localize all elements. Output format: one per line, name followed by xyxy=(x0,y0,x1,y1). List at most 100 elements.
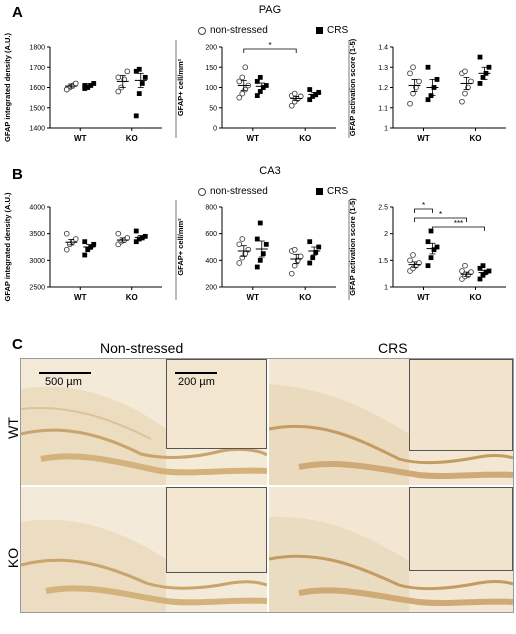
significance-bracket xyxy=(243,48,297,53)
legend-a-filled: CRS xyxy=(316,25,348,36)
y-tick-label: 1 xyxy=(384,285,388,292)
open-circle-marker-icon xyxy=(198,187,206,196)
data-point-non-stressed xyxy=(407,70,413,77)
significance-label: * xyxy=(439,210,442,219)
data-point-crs xyxy=(307,97,313,103)
scale-bar-inset xyxy=(175,372,217,374)
y-axis-label: GFAP activation score (1-5) xyxy=(348,38,357,136)
data-point-non-stressed xyxy=(459,268,465,274)
data-point-crs xyxy=(136,66,142,72)
data-point-non-stressed xyxy=(115,230,122,237)
panel-letter-b: B xyxy=(12,166,23,183)
data-point-crs xyxy=(480,74,486,80)
data-point-non-stressed xyxy=(72,236,79,242)
x-tick-label: KO xyxy=(299,293,311,302)
data-point-non-stressed xyxy=(416,78,422,85)
x-tick-label: WT xyxy=(417,293,430,302)
y-axis-label: GFAP integrated density (A.U.) xyxy=(3,32,12,142)
data-point-crs xyxy=(82,239,88,245)
data-point-non-stressed xyxy=(115,88,122,95)
data-point-non-stressed xyxy=(236,78,243,85)
data-point-non-stressed xyxy=(236,260,243,266)
data-point-non-stressed xyxy=(242,64,249,71)
significance-bracket xyxy=(432,226,485,231)
col-label-non-stressed: Non-stressed xyxy=(100,340,184,356)
y-tick-label: 2500 xyxy=(29,285,45,292)
x-tick-label: KO xyxy=(299,134,311,143)
data-point-crs xyxy=(477,265,483,271)
data-point-crs xyxy=(483,269,489,275)
data-point-crs xyxy=(310,255,316,261)
data-point-non-stressed xyxy=(63,86,70,93)
data-point-non-stressed xyxy=(291,90,298,97)
legend-a-open: non-stressed xyxy=(198,25,268,36)
data-point-non-stressed xyxy=(407,257,413,264)
panel-letter-a: A xyxy=(12,4,23,21)
data-point-non-stressed xyxy=(410,64,416,71)
data-point-crs xyxy=(431,247,437,253)
data-point-non-stressed xyxy=(63,230,70,237)
micrograph-inset xyxy=(409,487,513,571)
data-point-crs xyxy=(428,255,434,261)
data-point-crs xyxy=(263,83,269,88)
y-axis-label: GFAP activation score (1-5) xyxy=(348,198,357,296)
y-tick-label: 1.4 xyxy=(378,45,388,52)
data-point-non-stressed xyxy=(236,241,243,248)
micrograph-wt-non-stressed: 500 µm 200 µm xyxy=(21,359,267,485)
data-point-crs xyxy=(313,249,319,255)
data-point-crs xyxy=(260,85,266,90)
y-tick-label: 1.5 xyxy=(378,258,388,265)
data-point-crs xyxy=(477,54,483,60)
y-tick-label: 2 xyxy=(384,231,388,238)
x-tick-label: KO xyxy=(469,293,481,302)
data-point-crs xyxy=(91,241,97,247)
row-label-wt: WT xyxy=(5,417,21,439)
x-tick-label: WT xyxy=(74,293,87,302)
data-point-crs xyxy=(425,64,431,70)
data-point-non-stressed xyxy=(462,68,468,75)
data-point-crs xyxy=(133,239,139,245)
data-point-crs xyxy=(133,113,139,119)
data-point-crs xyxy=(133,68,139,74)
data-point-crs xyxy=(254,236,260,242)
data-point-crs xyxy=(307,239,313,245)
data-point-crs xyxy=(434,77,440,82)
significance-bracket xyxy=(414,217,467,222)
data-point-non-stressed xyxy=(115,74,122,81)
x-tick-label: WT xyxy=(247,293,260,302)
data-point-crs xyxy=(480,263,486,269)
filled-square-marker-icon xyxy=(316,188,323,195)
micrograph-inset xyxy=(166,359,267,449)
data-point-non-stressed xyxy=(462,262,468,269)
data-point-crs xyxy=(260,251,266,257)
data-point-crs xyxy=(263,241,269,247)
significance-bracket xyxy=(414,208,433,213)
data-point-crs xyxy=(477,276,483,282)
data-point-crs xyxy=(133,228,139,234)
y-tick-label: 0 xyxy=(213,126,217,133)
data-point-non-stressed xyxy=(72,80,79,87)
data-point-crs xyxy=(480,272,486,278)
y-tick-label: 200 xyxy=(205,285,217,292)
data-point-crs xyxy=(307,260,313,266)
scale-label-main: 500 µm xyxy=(45,376,82,388)
y-axis-label: GFAP+ cell/mm² xyxy=(176,58,185,116)
data-point-crs xyxy=(139,81,145,86)
y-tick-label: 1800 xyxy=(29,45,45,52)
x-tick-label: KO xyxy=(126,293,138,302)
y-tick-label: 600 xyxy=(205,231,217,238)
open-circle-marker-icon xyxy=(198,26,206,35)
data-point-non-stressed xyxy=(239,90,246,97)
data-point-crs xyxy=(425,97,431,103)
data-point-crs xyxy=(425,239,431,245)
panel-letter-c: C xyxy=(12,336,23,353)
micrograph-ko-non-stressed xyxy=(21,487,267,612)
significance-label: *** xyxy=(454,219,463,228)
legend-label-crs: CRS xyxy=(327,186,349,197)
y-axis-label: GFAP+ cell/mm² xyxy=(176,218,185,276)
data-point-non-stressed xyxy=(236,94,243,101)
data-point-crs xyxy=(477,81,483,86)
data-point-non-stressed xyxy=(288,102,295,109)
data-point-crs xyxy=(316,89,322,95)
y-tick-label: 1600 xyxy=(29,85,45,92)
